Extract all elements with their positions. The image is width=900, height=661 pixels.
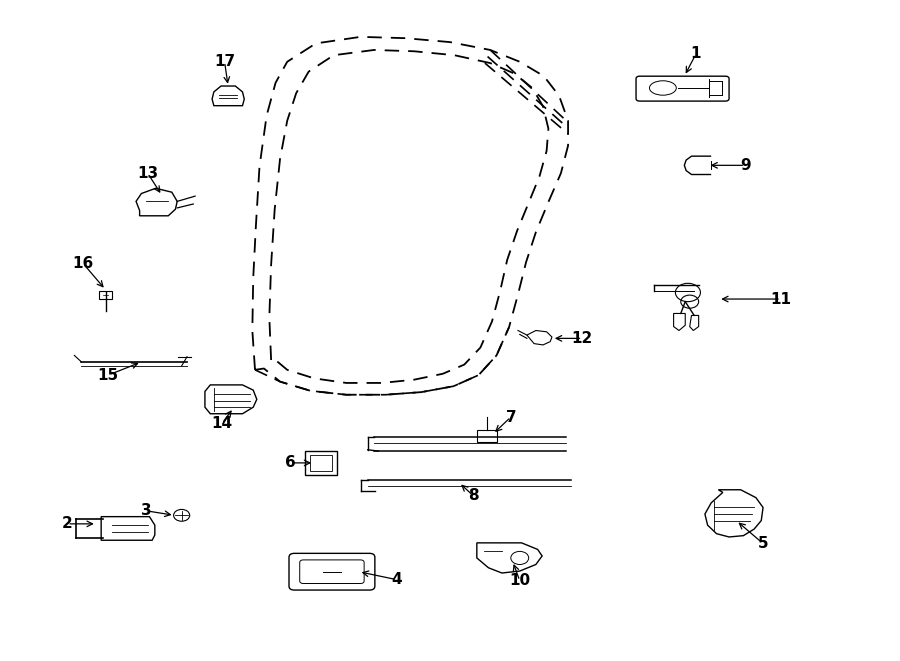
Text: 8: 8 (468, 488, 479, 503)
Text: 5: 5 (758, 536, 769, 551)
Text: 10: 10 (509, 573, 530, 588)
Text: 1: 1 (690, 46, 701, 61)
Text: 17: 17 (214, 54, 235, 69)
Text: 12: 12 (572, 331, 593, 346)
Text: 9: 9 (740, 158, 751, 173)
Text: 16: 16 (73, 256, 94, 271)
Text: 14: 14 (212, 416, 232, 431)
Bar (310, 455, 332, 471)
Text: 4: 4 (391, 572, 401, 587)
Text: 3: 3 (140, 503, 151, 518)
Text: 6: 6 (285, 455, 296, 471)
Bar (477, 430, 497, 442)
Bar (99, 292, 112, 299)
Text: 11: 11 (770, 292, 791, 307)
Text: 7: 7 (506, 410, 516, 424)
Text: 13: 13 (137, 166, 158, 180)
Bar (305, 451, 338, 475)
Text: 15: 15 (98, 368, 119, 383)
Text: 2: 2 (62, 516, 73, 531)
